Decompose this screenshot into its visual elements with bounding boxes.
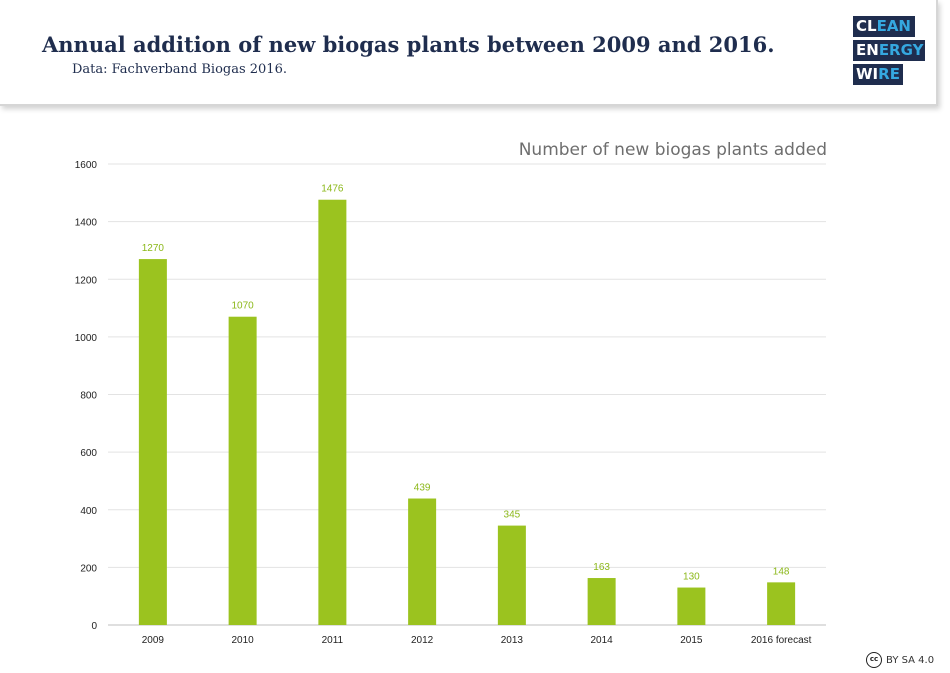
chart-title: Number of new biogas plants added (518, 140, 827, 160)
x-tick-label: 2009 (142, 635, 165, 646)
data-source: Data: Fachverband Biogas 2016. (72, 62, 287, 77)
data-label: 1476 (321, 184, 344, 195)
data-label: 439 (414, 483, 431, 494)
y-tick-label: 400 (80, 506, 97, 517)
cc-icon: cc (866, 652, 882, 668)
x-tick-label: 2011 (322, 635, 344, 646)
logo-line-energy: ENERGY (853, 40, 925, 61)
bar (408, 498, 437, 625)
bar (677, 587, 706, 625)
data-label: 345 (504, 510, 521, 521)
page-title: Annual addition of new biogas plants bet… (42, 32, 775, 57)
license-badge: cc BY SA 4.0 (866, 652, 934, 668)
license-text: BY SA 4.0 (886, 654, 935, 666)
data-label: 1070 (232, 301, 255, 312)
y-tick-label: 1000 (75, 333, 98, 344)
y-tick-label: 800 (80, 391, 97, 402)
logo-line-wire: WIRE (853, 64, 903, 85)
y-tick-label: 0 (91, 621, 97, 632)
data-label: 148 (773, 566, 790, 577)
y-tick-label: 1600 (75, 160, 98, 171)
data-label: 1270 (142, 243, 165, 254)
bar (318, 199, 347, 626)
header-band: Annual addition of new biogas plants bet… (0, 0, 938, 106)
x-tick-label: 2012 (411, 635, 434, 646)
x-tick-label: 2010 (232, 635, 255, 646)
x-tick-label: 2014 (591, 635, 614, 646)
clean-energy-wire-logo: CLEAN ENERGY WIRE (853, 16, 925, 88)
y-tick-label: 200 (80, 563, 97, 574)
x-tick-label: 2013 (501, 635, 524, 646)
x-tick-label: 2015 (680, 635, 703, 646)
bar (497, 525, 526, 625)
bar (138, 259, 167, 625)
y-tick-label: 1200 (75, 275, 98, 286)
y-tick-label: 1400 (75, 218, 98, 229)
data-label: 130 (683, 572, 700, 583)
bar (767, 582, 796, 625)
bar (587, 578, 616, 625)
y-tick-label: 600 (80, 448, 97, 459)
logo-line-clean: CLEAN (853, 16, 915, 37)
bar (228, 316, 257, 625)
x-tick-label: 2016 forecast (751, 635, 812, 646)
data-label: 163 (593, 562, 610, 573)
